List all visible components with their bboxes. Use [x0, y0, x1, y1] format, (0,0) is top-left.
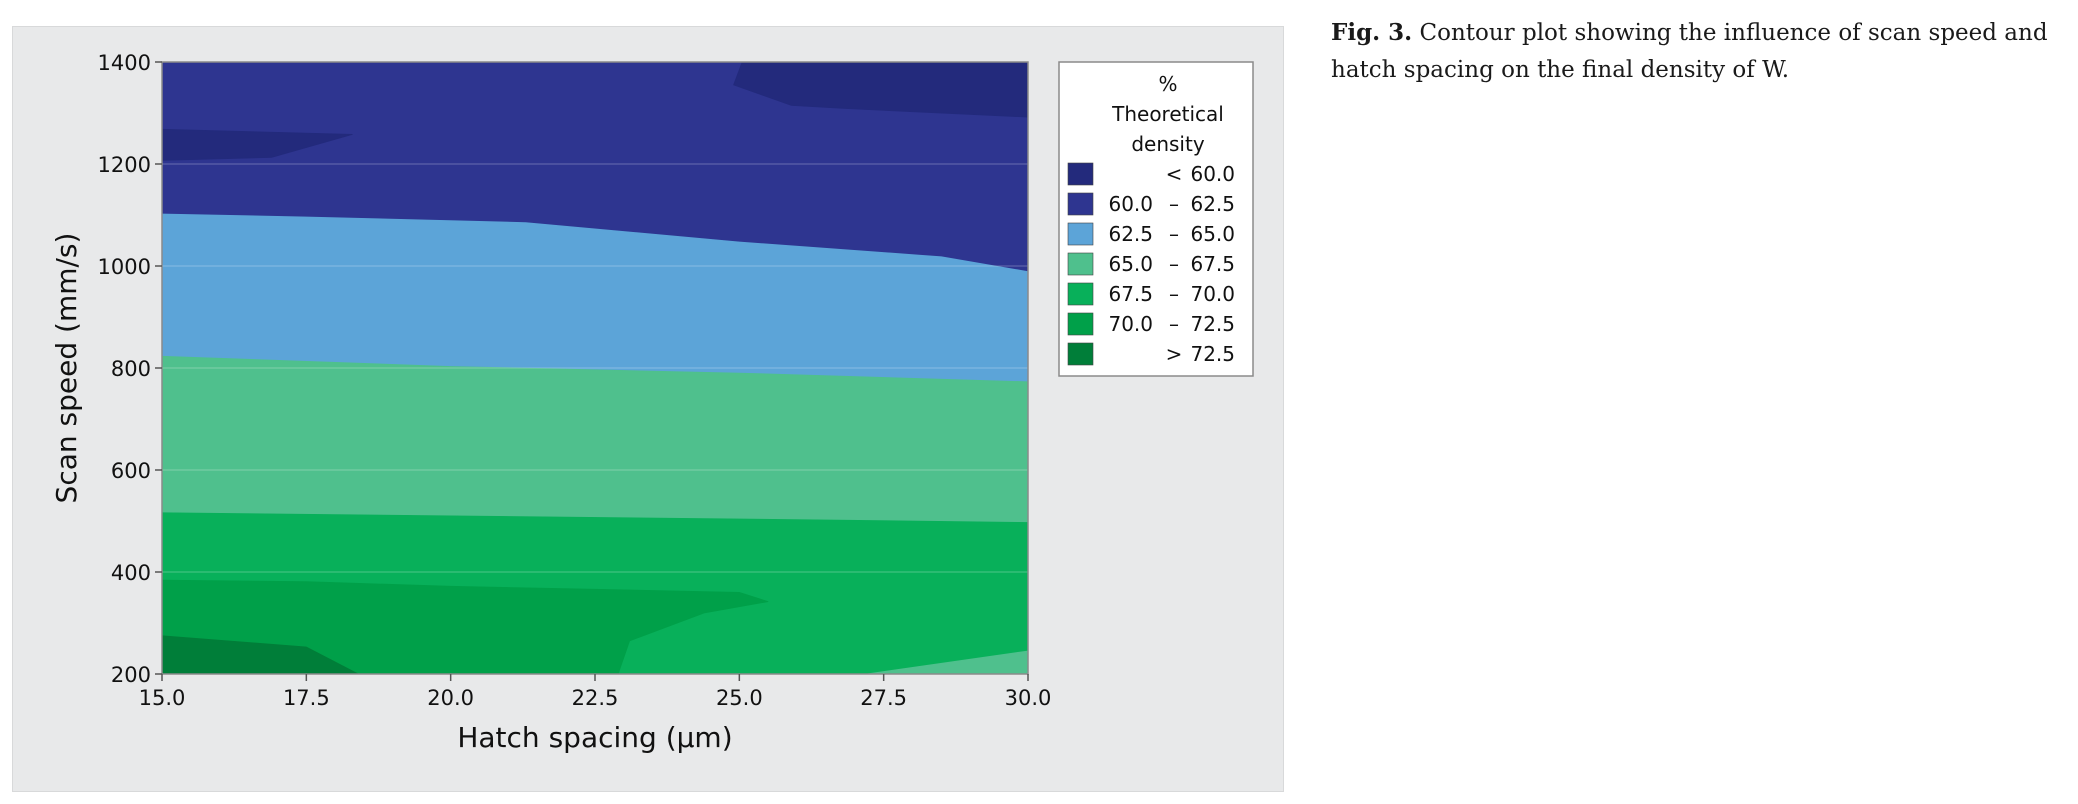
- contour-chart: 15.0 17.5 20.0 22.5 25.0 27.5 30.0 200 400 600 80…: [50, 51, 1254, 754]
- figure-caption: Fig. 3. Contour plot showing the influen…: [1331, 14, 2071, 89]
- x-tick-label-0: 15.0: [139, 686, 186, 710]
- caption-label: Fig. 3.: [1331, 19, 1413, 46]
- legend-low-2: 62.5: [1108, 222, 1153, 246]
- y-tick-label-5: 1200: [98, 153, 151, 177]
- legend-low-5: 70.0: [1108, 312, 1153, 336]
- legend-title-line-1: Theoretical: [1111, 102, 1224, 126]
- legend-high-3: 67.5: [1190, 252, 1235, 276]
- y-tick-label-6: 1400: [98, 51, 151, 75]
- legend-swatch-4: [1067, 282, 1094, 306]
- legend-dash-5: –: [1169, 312, 1179, 336]
- legend-title: % Theoretical density: [1111, 72, 1224, 156]
- legend-dash-4: –: [1169, 282, 1179, 306]
- legend-high-5: 72.5: [1190, 312, 1235, 336]
- x-tick-label-5: 27.5: [860, 686, 907, 710]
- legend-swatch-0: [1067, 162, 1094, 186]
- legend-low-1: 60.0: [1108, 192, 1153, 216]
- grid-lines: [162, 163, 1028, 573]
- legend-dash-1: –: [1169, 192, 1179, 216]
- contour-regions: [162, 62, 1028, 674]
- legend-swatch-5: [1067, 312, 1094, 336]
- x-tick-label-6: 30.0: [1005, 686, 1052, 710]
- contour-region-2: [733, 62, 1028, 118]
- y-axis-ticks: 200 400 600 800 1000 1200 1400: [98, 51, 162, 687]
- x-tick-label-2: 20.0: [427, 686, 474, 710]
- contour-region-1: [162, 128, 353, 161]
- legend-swatch-6: [1067, 342, 1094, 366]
- legend-high-2: 65.0: [1190, 222, 1235, 246]
- legend-swatch-3: [1067, 252, 1094, 276]
- x-tick-label-1: 17.5: [283, 686, 330, 710]
- y-tick-label-2: 600: [111, 459, 151, 483]
- legend-high-4: 70.0: [1190, 282, 1235, 306]
- legend-low-4: 67.5: [1108, 282, 1153, 306]
- y-tick-label-1: 400: [111, 561, 151, 585]
- legend-entries: <60.060.0–62.562.5–65.065.0–67.567.5–70.…: [1067, 162, 1235, 366]
- legend-symbol-6: >: [1166, 342, 1183, 366]
- legend-swatch-1: [1067, 192, 1094, 216]
- x-tick-label-4: 25.0: [716, 686, 763, 710]
- legend-title-line-0: %: [1158, 72, 1177, 96]
- legend-dash-3: –: [1169, 252, 1179, 276]
- y-tick-label-0: 200: [111, 663, 151, 687]
- caption-text: Contour plot showing the influence of sc…: [1331, 20, 2048, 83]
- y-tick-label-3: 800: [111, 357, 151, 381]
- x-axis-ticks: 15.0 17.5 20.0 22.5 25.0 27.5 30.0: [139, 674, 1052, 710]
- y-tick-label-4: 1000: [98, 255, 151, 279]
- legend-low-3: 65.0: [1108, 252, 1153, 276]
- legend-title-line-2: density: [1131, 132, 1204, 156]
- legend-high-0: 60.0: [1190, 162, 1235, 186]
- y-axis-title: Scan speed (mm/s): [50, 233, 83, 504]
- figure-panel: 15.0 17.5 20.0 22.5 25.0 27.5 30.0 200 400 600 80…: [12, 26, 1284, 792]
- legend-dash-2: –: [1169, 222, 1179, 246]
- x-tick-label-3: 22.5: [572, 686, 619, 710]
- legend-symbol-0: <: [1166, 162, 1183, 186]
- x-axis-title: Hatch spacing (µm): [457, 721, 732, 754]
- legend-high-1: 62.5: [1190, 192, 1235, 216]
- contour-region-7: [162, 635, 359, 674]
- contour-region-8: [866, 650, 1028, 674]
- legend-swatch-2: [1067, 222, 1094, 246]
- legend-high-6: 72.5: [1190, 342, 1235, 366]
